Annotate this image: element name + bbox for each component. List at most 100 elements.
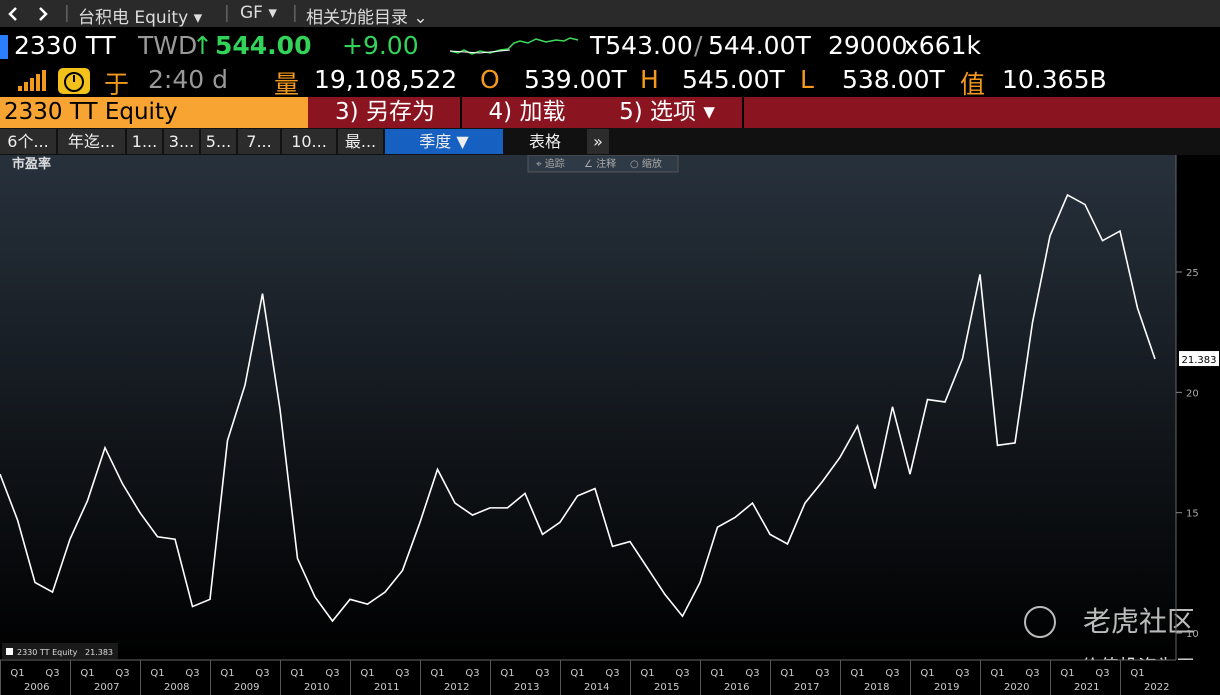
- legend-swatch: [6, 648, 13, 655]
- legend-value: 21.383: [85, 648, 113, 657]
- x-tick-label: Q1: [1130, 668, 1144, 679]
- toolbar: 2330 TT Equity 3) 另存为 4) 加载 5) 选项 ▾: [0, 97, 1220, 128]
- chart-control[interactable]: ○ 缩放: [630, 157, 662, 170]
- volume: 19,108,522: [314, 65, 458, 94]
- chart: 市盈率 老虎社区 @价值投资为王 ⌖ 追踪∠ 注释○ 缩放10152025Q1Q…: [0, 155, 1220, 695]
- tab[interactable]: 10...: [282, 129, 336, 154]
- last-value-label: 21.383: [1182, 355, 1217, 366]
- chart-control[interactable]: ⌖ 追踪: [536, 157, 565, 170]
- tab[interactable]: 表格: [505, 129, 585, 154]
- open: 539.00T: [524, 65, 627, 94]
- x-tick-label: Q3: [115, 668, 129, 679]
- controls-bg: [527, 155, 679, 173]
- x-tick-label: Q1: [80, 668, 94, 679]
- x-tick-label: Q3: [45, 668, 59, 679]
- sparkline: [450, 37, 579, 55]
- chart-control[interactable]: ∠ 注释: [584, 157, 616, 170]
- y-tick-label: 20: [1186, 388, 1199, 399]
- x-tick-label: Q1: [430, 668, 444, 679]
- x-tick-label: Q3: [885, 668, 899, 679]
- year-label: 2010: [304, 682, 329, 693]
- y-tick-label: 10: [1186, 629, 1199, 640]
- x-tick-label: Q3: [395, 668, 409, 679]
- change: +9.00: [342, 31, 419, 60]
- volume-label: 量: [274, 70, 300, 99]
- year-label: 2007: [94, 682, 119, 693]
- size: 29000: [828, 31, 908, 60]
- stats-row: 于 2:40 d 量 19,108,522 O 539.00T H 545.00…: [0, 64, 1220, 99]
- tab-bar: 6个... 年迄... 1... 3... 5... 7... 10... 最... 季度 ▼ 表…: [0, 128, 1220, 155]
- bid: T543.00: [590, 31, 693, 60]
- x-tick-label: Q3: [185, 668, 199, 679]
- tab[interactable]: 6个...: [0, 129, 56, 154]
- low: 538.00T: [842, 65, 945, 94]
- x-tick-label: Q3: [815, 668, 829, 679]
- tab[interactable]: 5...: [201, 129, 236, 154]
- toolbar-button[interactable]: 4) 加载: [462, 97, 594, 128]
- last-value-tag: [1179, 351, 1219, 367]
- x-tick-label: Q1: [990, 668, 1004, 679]
- year-label: 2020: [1004, 682, 1029, 693]
- year-label: 2009: [234, 682, 259, 693]
- x-tick-label: Q1: [360, 668, 374, 679]
- x-tick-label: Q1: [710, 668, 724, 679]
- tab[interactable]: 3...: [164, 129, 199, 154]
- x-tick-label: Q3: [1095, 668, 1109, 679]
- year-label: 2018: [864, 682, 889, 693]
- exchange: 于: [104, 70, 130, 99]
- status-icons: [18, 68, 90, 94]
- y-tick-label: 25: [1186, 268, 1199, 279]
- year-label: 2016: [724, 682, 749, 693]
- x-tick-label: Q1: [10, 668, 24, 679]
- nav-arrows[interactable]: [6, 5, 56, 23]
- year-label: 2022: [1144, 682, 1169, 693]
- year-label: 2014: [584, 682, 609, 693]
- tab[interactable]: 最...: [338, 129, 383, 154]
- x-tick-label: Q1: [290, 668, 304, 679]
- year-label: 2006: [24, 682, 49, 693]
- toolbar-button[interactable]: 3) 另存为: [310, 97, 462, 128]
- chart-title: 市盈率: [12, 156, 51, 172]
- x-tick-label: Q3: [745, 668, 759, 679]
- nav-item[interactable]: 台积电 Equity ▾: [78, 8, 203, 28]
- year-label: 2012: [444, 682, 469, 693]
- value-label: 值: [960, 70, 986, 99]
- x-tick-label: Q1: [500, 668, 514, 679]
- year-label: 2021: [1074, 682, 1099, 693]
- currency: TWD: [138, 31, 198, 60]
- x-tick-label: Q3: [955, 668, 969, 679]
- nav-bar: | 台积电 Equity ▾ | GF ▾ | 相关功能目录 ⌄: [0, 0, 1220, 28]
- toolbar-button[interactable]: 5) 选项 ▾: [592, 97, 744, 128]
- size-x: x661k: [904, 31, 981, 60]
- tab[interactable]: 年迄...: [58, 129, 125, 154]
- x-tick-label: Q3: [255, 668, 269, 679]
- low-label: L: [800, 65, 814, 94]
- last-price: 544.00: [215, 31, 312, 60]
- ask: 544.00T: [708, 31, 811, 60]
- x-tick-label: Q1: [1060, 668, 1074, 679]
- x-tick-label: Q1: [780, 668, 794, 679]
- nav-item[interactable]: GF ▾: [240, 3, 277, 23]
- x-tick-label: Q1: [570, 668, 584, 679]
- x-tick-label: Q1: [150, 668, 164, 679]
- year-label: 2013: [514, 682, 539, 693]
- tab[interactable]: 季度 ▼: [385, 129, 503, 154]
- open-label: O: [480, 65, 500, 94]
- tab[interactable]: 7...: [238, 129, 280, 154]
- x-tick-label: Q3: [465, 668, 479, 679]
- high: 545.00T: [682, 65, 785, 94]
- year-label: 2019: [934, 682, 959, 693]
- x-axis-bg: [0, 660, 1220, 695]
- arrow: ↑: [192, 31, 213, 60]
- x-tick-label: Q1: [220, 668, 234, 679]
- x-tick-label: Q1: [640, 668, 654, 679]
- quote-row: 2330 TT TWD ↑ 544.00 +9.00 T543.00 / 544…: [0, 27, 1220, 64]
- x-tick-label: Q1: [920, 668, 934, 679]
- security[interactable]: 2330 TT Equity: [0, 97, 308, 128]
- x-tick-label: Q3: [535, 668, 549, 679]
- tab[interactable]: 1...: [127, 129, 162, 154]
- nav-item[interactable]: 相关功能目录 ⌄: [306, 8, 428, 28]
- tab[interactable]: »: [587, 129, 609, 154]
